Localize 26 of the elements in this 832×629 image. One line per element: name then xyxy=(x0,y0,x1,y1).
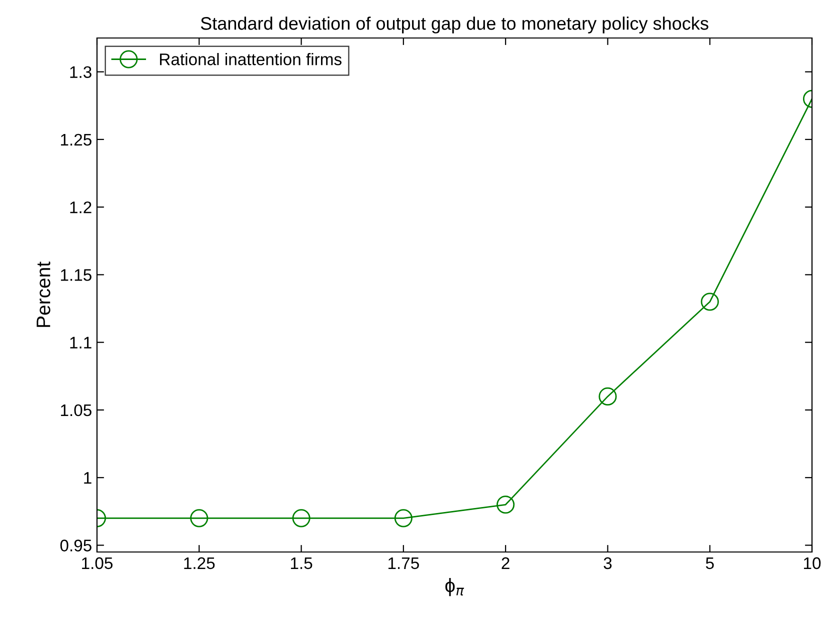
point xyxy=(598,387,617,406)
chart-title: Standard deviation of output gap due to monetary policy shocks xyxy=(200,16,708,34)
point xyxy=(394,509,412,528)
x-tick-label: 2 xyxy=(502,557,510,569)
y-tick-label: 1.25 xyxy=(60,134,92,146)
y-tick-label: 1.15 xyxy=(60,269,92,281)
point xyxy=(292,509,310,528)
point xyxy=(496,496,515,514)
x-tick-label: 1.5 xyxy=(290,557,312,570)
x-tick-label: 1.25 xyxy=(184,557,215,570)
legend-label: Rational inattention firms xyxy=(160,53,342,66)
point xyxy=(190,509,208,528)
y-tick-label: 1.05 xyxy=(60,404,92,416)
y-tick-label: 1.2 xyxy=(70,201,92,214)
x-tick-label: 1.05 xyxy=(82,557,113,570)
y-axis-title: Percent xyxy=(36,262,50,327)
y-tick-label: 1.3 xyxy=(70,66,92,78)
y-tick-label: 0.95 xyxy=(60,540,92,552)
x-tick-label: 5 xyxy=(706,557,714,570)
y-tick-label: 1.1 xyxy=(70,336,92,348)
x-axis-title: ϕ$_{π}$ xyxy=(445,578,464,596)
y-tick-label: 1 xyxy=(84,472,92,484)
x-tick-label: 1.75 xyxy=(388,557,419,570)
point xyxy=(700,292,719,311)
x-tick-label: 3 xyxy=(604,557,612,570)
x-tick-label: 10 xyxy=(804,557,821,570)
